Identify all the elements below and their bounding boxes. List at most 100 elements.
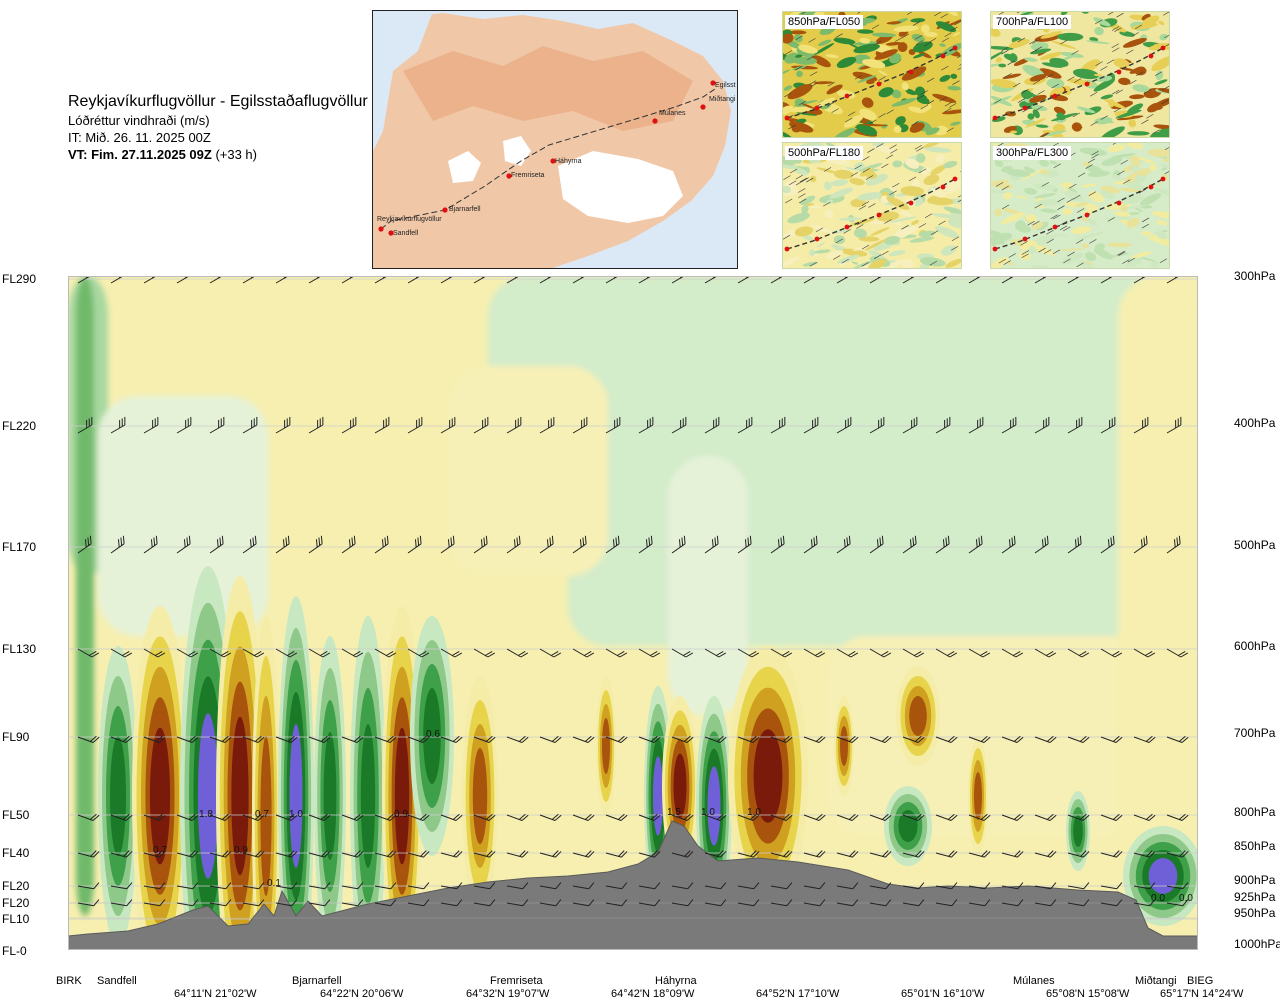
thumbnail-blob [946,12,958,16]
thumbnail-blob [829,187,854,199]
downdraft-column [132,606,188,950]
wind-barb-feather [951,851,958,858]
wind-barb [1100,648,1123,658]
thumbnail-blob [843,114,864,128]
thumbnail-barb [1067,76,1075,81]
thumbnail-blob [947,217,961,229]
thumbnail-barb [795,65,803,71]
hpa-tick-label: 300hPa [1234,269,1276,283]
field-patch [568,536,1198,646]
wind-barb-shaft [110,902,127,907]
contour-value-label: 0.0 [1151,893,1165,904]
thumbnail-barb [854,74,863,80]
thumbnail-500hpa[interactable]: 500hPa/FL180 [782,142,962,269]
wind-barb-feather [947,735,955,742]
wind-barb-feather [1149,899,1156,907]
thumbnail-blob [952,31,961,37]
wind-barb-feather [155,735,163,742]
thumbnail-barb [1060,39,1068,45]
thumbnail-barb [1095,61,1103,66]
wind-barb [407,813,430,821]
downdraft-column-ring [231,716,249,876]
wind-barb-feather [1080,850,1087,857]
thumbnail-barb [918,168,927,174]
thumbnail-blob [1060,52,1084,58]
thumbnail-300hpa[interactable]: 300hPa/FL300 [990,142,1170,269]
thumbnail-700hpa[interactable]: 700hPa/FL100 [990,11,1170,138]
wind-barb [209,735,232,743]
wind-barb-feather [1081,652,1090,658]
thumbnail-blob [1005,169,1031,177]
wind-barb-feather [849,850,856,857]
wind-barb-shaft [1067,885,1084,890]
thumbnail-blob [943,206,961,214]
wind-barb-feather [1182,882,1189,890]
wind-barb [968,813,991,821]
wind-barb-feather [125,736,133,743]
thumbnail-blob [991,235,1006,245]
thumbnail-barb [1007,60,1015,66]
wind-barb-feather [419,651,427,656]
wind-barb-feather [190,416,192,426]
thumbnail-barb [890,149,898,154]
wind-barb-feather [254,735,262,742]
thumbnail-blob [1101,157,1123,166]
wind-barb [440,416,456,434]
wind-barb [935,850,958,858]
thumbnail-blob [840,248,868,257]
wind-barb-feather [223,652,232,658]
thumbnail-blob [901,66,927,81]
wind-barb [1133,882,1156,890]
thumbnail-blob [1107,144,1126,153]
wind-barb-feather [485,813,493,820]
contour-value-label: 0.9 [234,845,248,856]
wind-barb-feather [1149,851,1156,858]
wind-barb [209,813,232,821]
wind-barb [869,813,892,821]
wind-barb-feather [818,814,826,821]
wind-barb [374,735,397,743]
thumbnail-barb [1076,208,1085,213]
thumbnail-blob [858,236,880,242]
thumbnail-blob [816,97,835,108]
wind-barb-feather [851,736,859,743]
wind-barb-feather [883,652,892,658]
wind-barb-feather [1013,813,1021,820]
thumbnail-blob [1150,260,1160,268]
wind-barb [836,535,851,554]
thumbnail-blob [1106,242,1132,248]
thumbnail-blob [801,103,815,109]
wind-barb [605,735,628,743]
wind-barb [110,648,133,658]
wind-barb [506,813,529,821]
wind-barb-feather [815,535,818,544]
wind-barb [77,813,100,821]
wind-barb-feather [584,735,592,742]
thumbnail-blob [1162,158,1169,163]
wind-barb-feather [884,736,892,743]
thumbnail-station-dot [844,93,850,99]
thumbnail-barb [1046,238,1054,244]
wind-barb [77,735,100,743]
thumbnail-barb [884,219,892,224]
thumbnail-850hpa[interactable]: 850hPa/FL050 [782,11,962,138]
wind-barb-feather [785,814,793,821]
wind-barb-feather [947,651,955,656]
thumbnail-blob [928,197,954,206]
thumbnail-barb [785,198,793,204]
wind-barb [473,535,488,554]
wind-barb-feather [1079,813,1087,820]
updraft-column-ring [898,810,918,842]
thumbnail-blob [1155,70,1164,81]
wind-barb-feather [616,418,618,427]
wind-barb-shaft [1166,885,1183,890]
thumbnail-blob [870,221,884,225]
thumbnail-barb [1114,27,1122,33]
wind-barb-feather [819,899,826,907]
wind-barb [737,416,753,434]
wind-barb-feather [1148,736,1156,743]
wind-barb-feather [489,899,496,907]
thumbnail-barb [911,121,919,126]
wind-barb-feather [980,651,988,656]
thumbnail-blob [998,63,1007,68]
